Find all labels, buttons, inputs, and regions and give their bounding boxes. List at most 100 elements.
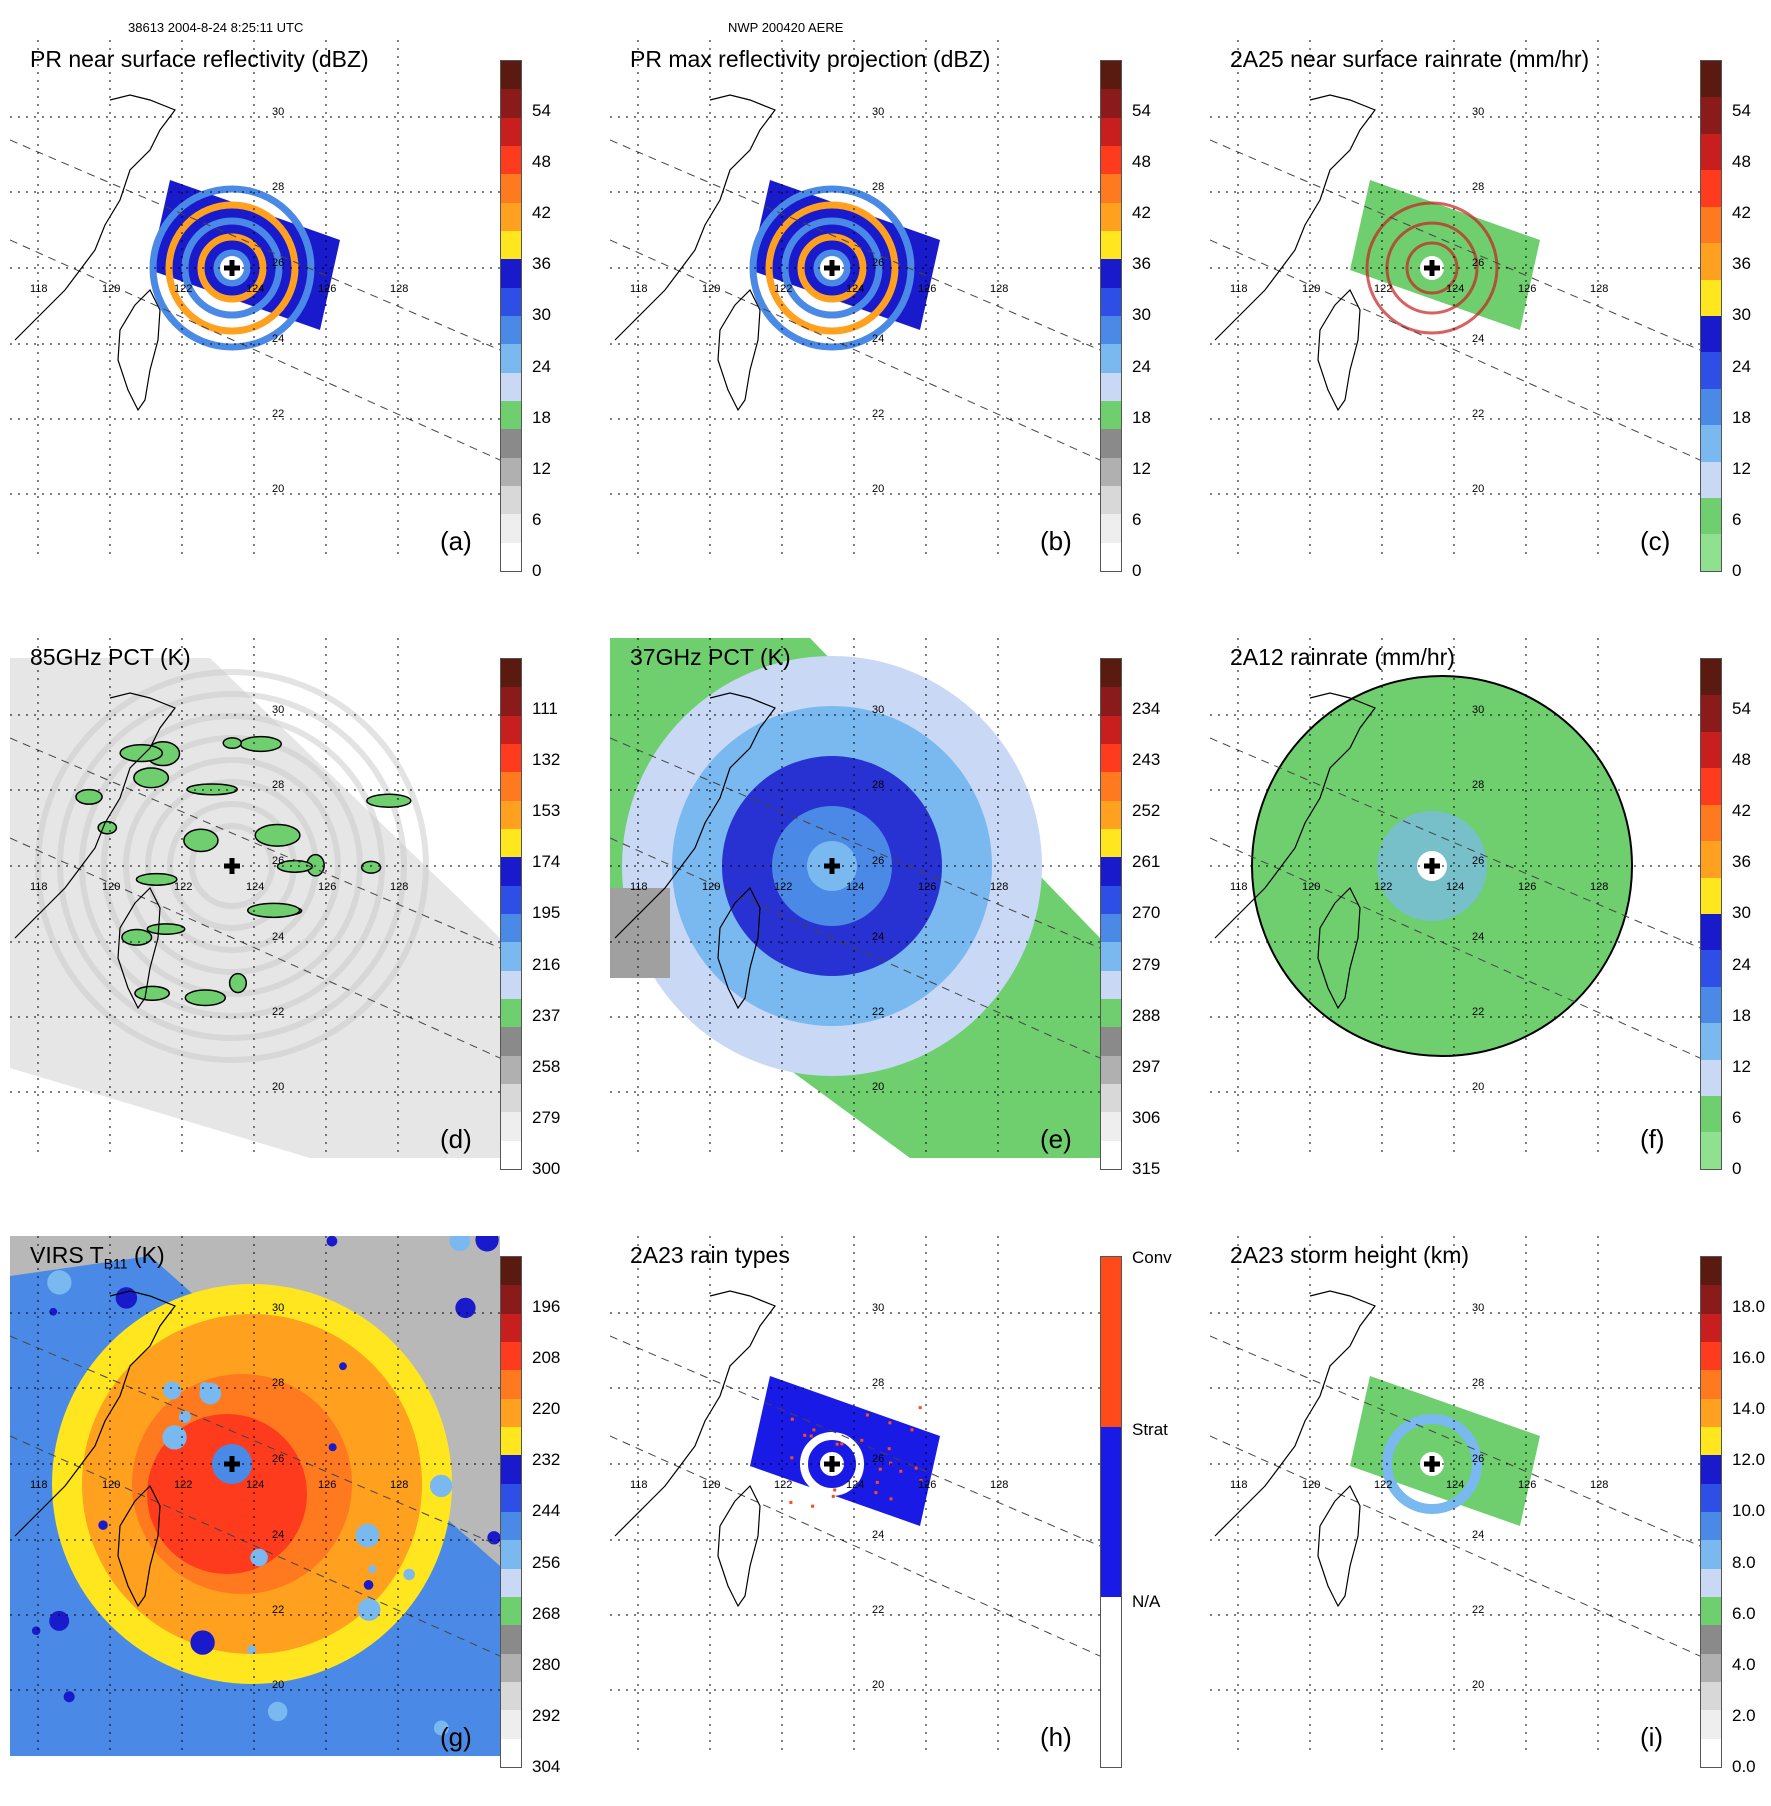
- colorbar-segment: [501, 1455, 521, 1484]
- lon-label: 122: [1374, 881, 1392, 893]
- colorbar-segment: [1701, 1625, 1721, 1654]
- colorbar-tick-b: 0: [1132, 561, 1142, 580]
- taiwan-coastline: [1317, 1484, 1361, 1608]
- lat-label: 28: [272, 1377, 284, 1389]
- lat-label: 22: [872, 1604, 884, 1616]
- taiwan-coastline: [117, 886, 161, 1010]
- colorbar-segment: [1101, 913, 1121, 943]
- colorbar-tick-a: 48: [532, 152, 551, 172]
- colorbar-segment: [1101, 457, 1121, 486]
- colorbar-tick-a: 42: [532, 203, 551, 223]
- colorbar-segment: [1701, 877, 1721, 914]
- colorbar-segment: [501, 1257, 521, 1286]
- lon-label: 118: [630, 1479, 648, 1491]
- colorbar-tick-e: 279: [1132, 954, 1161, 974]
- lon-label: 126: [1518, 283, 1536, 295]
- taiwan-coastline: [1317, 288, 1361, 412]
- colorbar-tick-g: 292: [532, 1705, 561, 1725]
- colorbar-segment: [501, 659, 521, 688]
- colorbar-segment: [1701, 498, 1721, 535]
- colorbar-segment: [1701, 768, 1721, 805]
- colorbar-segment: [1701, 1596, 1721, 1626]
- lon-label: 128: [990, 283, 1008, 295]
- colorbar-segment: [1701, 1370, 1721, 1399]
- colorbar-segment: [501, 174, 521, 203]
- colorbar-segment: [1101, 772, 1121, 801]
- colorbar-segment: [1101, 145, 1121, 175]
- colorbar-segment: [1101, 287, 1121, 316]
- map-svg-c: 30 28 26 24 22 20 118 120 122 124 126 128: [1210, 40, 1700, 560]
- lat-label: 24: [1472, 1529, 1484, 1541]
- map-h: 30 28 26 24 22 20 118 120 122 124 126 128: [610, 1236, 1100, 1756]
- panel-label-i: (i): [1640, 1722, 1664, 1752]
- colorbar-tick-g: 196: [532, 1297, 561, 1316]
- convective-cell: [276, 859, 313, 873]
- lon-label: 128: [1590, 881, 1608, 893]
- colorbar-segment: [501, 230, 521, 260]
- panel-e: 30 28 26 24 22 20 118 120 122 124 126 128 37GHz PCT …: [600, 628, 1160, 1208]
- colorbar-segment: [1701, 1132, 1721, 1169]
- colorbar-c: [1700, 60, 1722, 572]
- colorbar-segment: [1101, 230, 1121, 260]
- colorbar-segment: [1701, 695, 1721, 732]
- colorbar-segment: [501, 89, 521, 118]
- colorbar-segment: [1701, 61, 1721, 98]
- lat-label: 28: [872, 1377, 884, 1389]
- colorbar-segment: [1701, 1313, 1721, 1342]
- colorbar-segment: [1101, 998, 1121, 1028]
- panel-c: 30 28 26 24 22 20 118 120 122 124 126 128 2A25 near …: [1200, 30, 1760, 610]
- lat-label: 22: [1472, 408, 1484, 420]
- colorbar-tick-b: 18: [1132, 407, 1151, 427]
- colorbar-tick-f: 42: [1732, 801, 1751, 821]
- colorbar-segment: [1101, 61, 1121, 90]
- lon-label: 120: [102, 1479, 120, 1491]
- lat-label: 20: [272, 483, 284, 495]
- colorbar-tick-d: 153: [532, 801, 561, 821]
- colorbar-segment: [1101, 687, 1121, 716]
- colorbar-e: [1100, 658, 1122, 1170]
- lon-label: 126: [918, 881, 936, 893]
- colorbar-segment: [1101, 1257, 1121, 1427]
- panel-d: 30 28 26 24 22 20 118 120 122 124 126 128 85GHz PCT …: [0, 628, 560, 1208]
- lon-label: 122: [174, 1479, 192, 1491]
- convective-cell: [222, 737, 243, 749]
- lat-label: 24: [872, 1529, 884, 1541]
- map-c: 30 28 26 24 22 20 118 120 122 124 126 128: [1210, 40, 1700, 560]
- lon-label: 126: [1518, 881, 1536, 893]
- convective-cell: [134, 985, 171, 1002]
- colorbar-tick-d: 111: [532, 699, 558, 718]
- colorbar-segment: [1701, 731, 1721, 769]
- colorbar-segment: [1701, 913, 1721, 951]
- colorbar-segment: [501, 715, 521, 744]
- panel-title-a: PR near surface reflectivity (dBZ): [30, 46, 369, 72]
- pr-swath: [1350, 180, 1540, 330]
- colorbar-segment: [1101, 1027, 1121, 1056]
- convective-cell: [186, 783, 238, 796]
- lon-label: 128: [390, 1479, 408, 1491]
- map-svg-e: 30 28 26 24 22 20 118 120 122 124 126 128: [610, 638, 1100, 1158]
- plus-icon: [1424, 858, 1440, 874]
- convective-cell: [121, 928, 153, 946]
- lat-label: 20: [1472, 1679, 1484, 1691]
- orbit-time-header: 38613 2004-8-24 8:25:11 UTC: [128, 20, 304, 35]
- colorbar-segment: [1101, 800, 1121, 829]
- colorbar-tick-i: 4.0: [1732, 1654, 1756, 1674]
- lon-label: 118: [1230, 881, 1248, 893]
- lon-label: 120: [702, 283, 720, 295]
- lat-label: 28: [1472, 1377, 1484, 1389]
- lat-label: 24: [872, 333, 884, 345]
- lon-label: 122: [1374, 1479, 1392, 1491]
- lat-label: 22: [272, 1006, 284, 1018]
- colorbar-segment: [501, 1426, 521, 1456]
- swath-edge-lower: [1210, 837, 1700, 1059]
- lat-label: 20: [272, 1679, 284, 1691]
- lon-label: 120: [102, 283, 120, 295]
- convective-cell: [75, 788, 103, 805]
- map-d: 30 28 26 24 22 20 118 120 122 124 126 128: [10, 638, 500, 1158]
- map-svg-h: 30 28 26 24 22 20 118 120 122 124 126 128: [610, 1236, 1100, 1756]
- lon-label: 124: [846, 283, 864, 295]
- colorbar-segment: [501, 1653, 521, 1682]
- colorbar-segment: [501, 429, 521, 458]
- colorbar-segment: [1101, 1597, 1121, 1767]
- colorbar-segment: [501, 857, 521, 886]
